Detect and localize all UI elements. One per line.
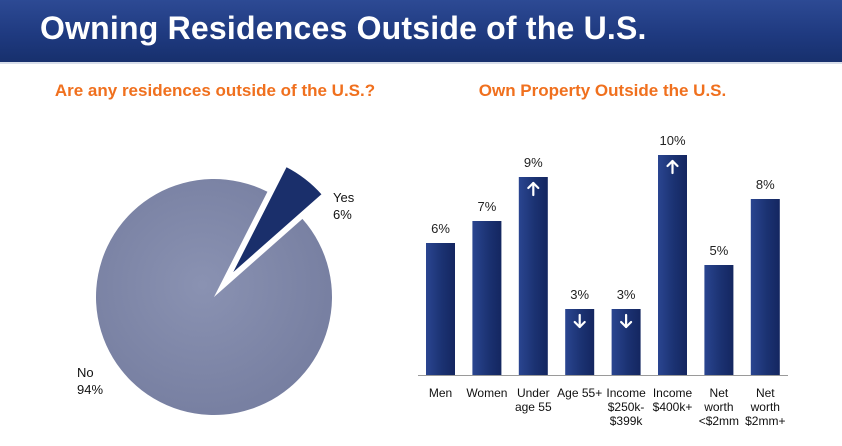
bar-value-label: 5% xyxy=(709,243,729,258)
bar-category-label: Net worth $2mm+ xyxy=(745,386,786,428)
pie-label-yes-value: 6% xyxy=(333,207,352,222)
bar-7 xyxy=(704,265,734,375)
bar-1 xyxy=(426,243,455,375)
bar-8 xyxy=(750,199,780,375)
arrow-down-icon xyxy=(619,313,633,329)
bar-category-label: Under age 55 xyxy=(514,386,552,414)
arrow-up-icon xyxy=(527,181,540,197)
pie-slice-no xyxy=(95,178,332,415)
arrow-down-icon xyxy=(573,313,586,329)
pie-label-yes-name: Yes xyxy=(333,190,355,205)
bar-value-label: 3% xyxy=(616,287,636,302)
bar-value-label: 3% xyxy=(570,287,590,302)
arrow-up-icon xyxy=(666,159,679,175)
bar-value-label: 6% xyxy=(431,221,450,236)
bar-2 xyxy=(472,221,502,375)
bar-category-label: Net worth <$2mm xyxy=(698,386,740,428)
bar-category-label: Income $250k- $399k xyxy=(606,386,646,428)
bar-category-label: Women xyxy=(466,386,508,400)
pie-slice-yes xyxy=(229,164,325,278)
pie-chart-title: Are any residences outside of the U.S.? xyxy=(54,81,376,100)
bar-3 xyxy=(518,177,548,375)
pie-label-no-value: 94% xyxy=(77,382,104,397)
bar-category-label: Income $400k+ xyxy=(652,386,693,414)
pie-label-no: No 94% xyxy=(77,364,103,398)
bar-value-label: 8% xyxy=(755,177,775,192)
bar-value-label: 7% xyxy=(477,199,497,214)
bar-chart-title: Own Property Outside the U.S. xyxy=(478,81,727,100)
title-banner: Owning Residences Outside of the U.S. xyxy=(0,0,842,64)
bar-category-label: Age 55+ xyxy=(557,386,603,400)
page-title: Owning Residences Outside of the U.S. xyxy=(40,10,647,46)
pie-label-yes: Yes 6% xyxy=(333,189,354,223)
bar-value-label: 9% xyxy=(523,155,543,170)
bar-6 xyxy=(658,155,687,375)
pie-label-no-name: No xyxy=(77,365,94,380)
bar-value-label: 10% xyxy=(659,133,686,148)
bar-category-label: Men xyxy=(428,386,453,400)
